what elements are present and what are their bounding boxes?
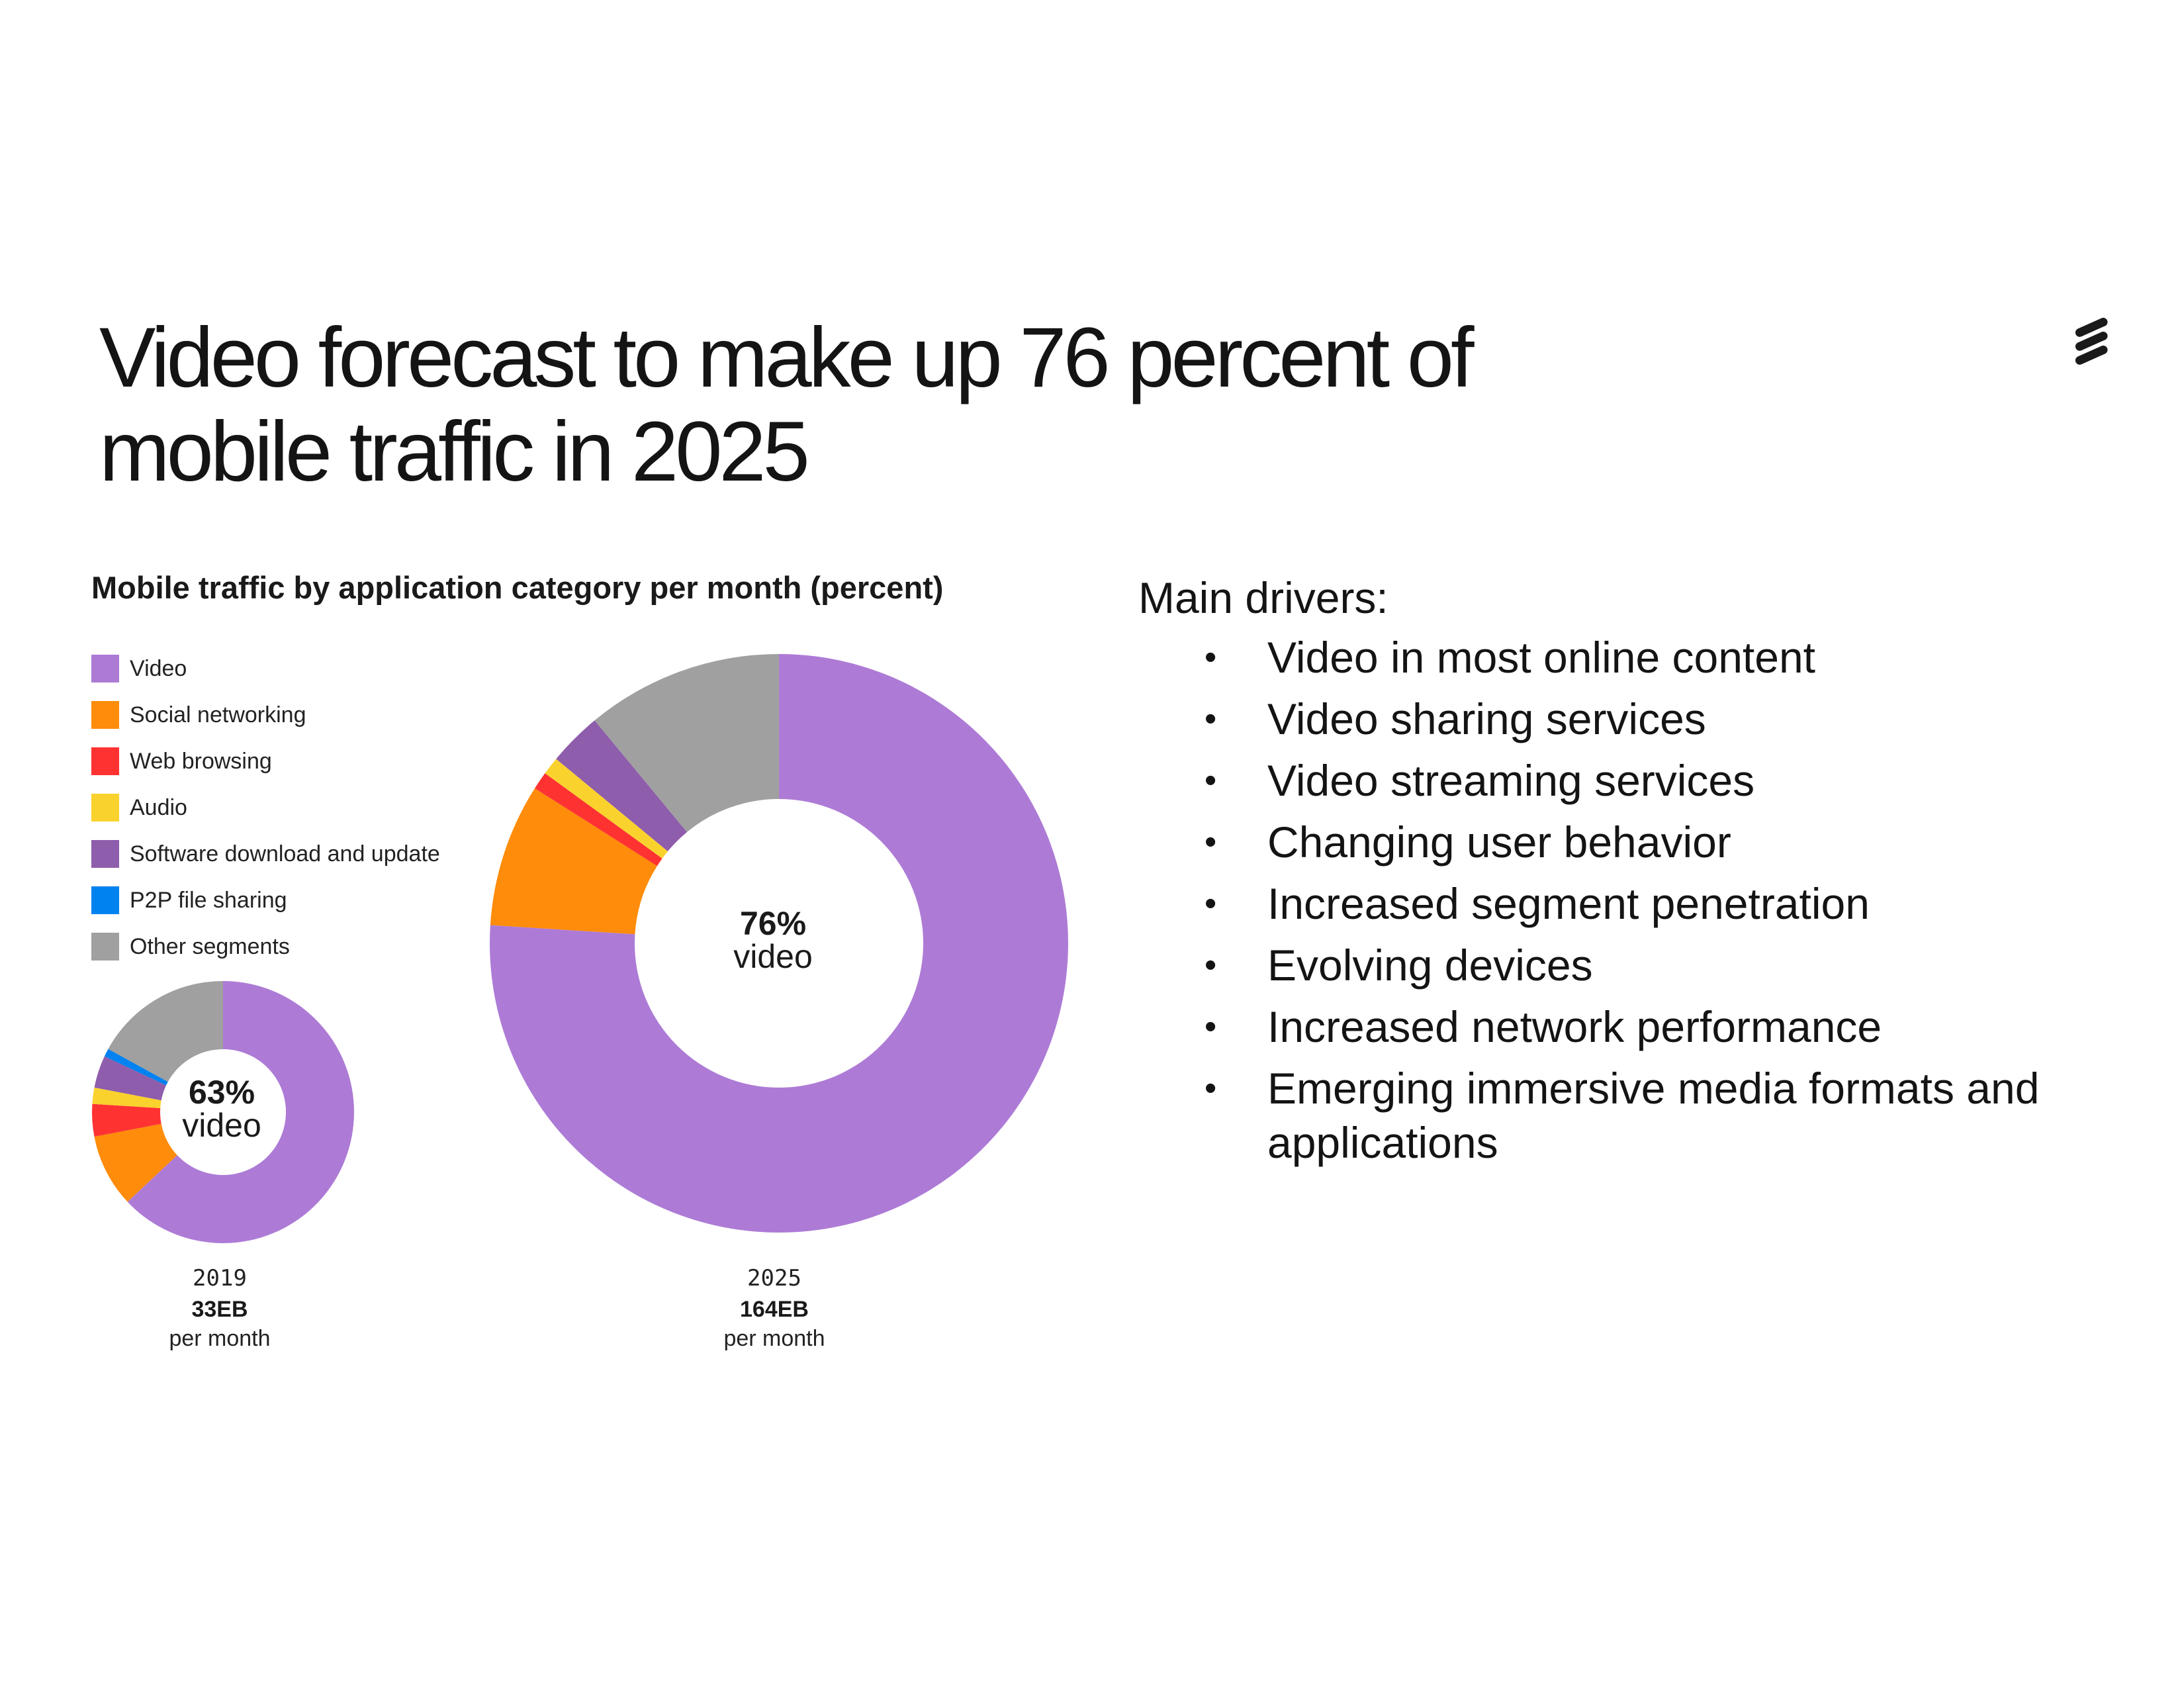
donut-2025-slice-software-download-and-update — [556, 720, 688, 852]
slide-title: Video forecast to make up 76 percent of … — [99, 311, 1621, 499]
donut-2019-slice-video — [127, 981, 355, 1243]
donut-2025-center-word: video — [733, 938, 813, 975]
donut-2025-center-value: 76% — [739, 905, 807, 942]
donut-2019-slice-software-download-and-update — [94, 1056, 167, 1101]
slide-title-line-1: Video forecast to make up 76 percent of — [99, 310, 1474, 405]
legend-swatch — [91, 701, 119, 729]
donut-2019-slice-p2p-file-sharing — [104, 1049, 168, 1086]
legend-swatch — [91, 794, 119, 821]
ericsson-logo-icon — [2075, 318, 2108, 365]
legend-label: Video — [130, 655, 187, 681]
chart-legend: Video Social networking Web browsing Audio S… — [91, 645, 515, 970]
legend-label: Audio — [130, 794, 187, 820]
donut-2019-slice-audio — [92, 1087, 161, 1109]
donut-2025-volume-unit: per month — [723, 1326, 825, 1351]
legend-swatch — [91, 933, 119, 961]
legend-item: Web browsing — [91, 738, 515, 784]
donut-2019-year: 2019 — [193, 1265, 247, 1291]
legend-label: Other segments — [130, 933, 290, 959]
donut-2025-center-label: 76% video — [707, 907, 839, 973]
donut-2025-volume: 164EB — [740, 1297, 809, 1322]
donut-2019-center-word: video — [182, 1107, 261, 1144]
chart-title: Mobile traffic by application category p… — [91, 570, 944, 605]
donut-2019-slice-social-networking — [94, 1123, 177, 1202]
donut-2019 — [92, 981, 355, 1243]
driver-item: Increased network performance — [1138, 1000, 2098, 1054]
donut-2025-slice-other-segments — [594, 654, 779, 833]
legend-item: Software download and update — [91, 831, 515, 877]
slide-title-line-2: mobile traffic in 2025 — [99, 404, 810, 499]
legend-item: P2P file sharing — [91, 877, 515, 923]
donut-2025-slice-video — [490, 654, 1068, 1233]
donut-2019-slice-other-segments — [108, 981, 223, 1082]
legend-swatch — [91, 840, 119, 868]
legend-item: Video — [91, 645, 515, 692]
donut-2019-volume: 33EB — [191, 1297, 248, 1322]
donut-2019-center-label: 63% video — [156, 1076, 288, 1142]
donut-2025-slice-audio — [545, 759, 668, 859]
legend-label: Web browsing — [130, 748, 272, 774]
donut-2025-caption: 2025 164EB per month — [642, 1262, 907, 1352]
donut-2019-caption: 2019 33EB per month — [87, 1262, 352, 1352]
legend-item: Other segments — [91, 923, 515, 970]
donut-2019-center-value: 63% — [188, 1074, 255, 1111]
donut-2019-volume-unit: per month — [169, 1326, 271, 1351]
legend-item: Audio — [91, 784, 515, 831]
legend-swatch — [91, 747, 119, 775]
donut-2019-slice-web-browsing — [92, 1103, 161, 1137]
donut-2025-slice-social-networking — [490, 788, 657, 935]
driver-item: Video streaming services — [1138, 753, 2098, 808]
donut-2025-year: 2025 — [747, 1265, 801, 1291]
donut-2025 — [490, 654, 1068, 1233]
legend-label: Software download and update — [130, 841, 440, 867]
legend-label: P2P file sharing — [130, 887, 287, 913]
driver-item: Increased segment penetration — [1138, 876, 2098, 931]
legend-swatch — [91, 886, 119, 914]
driver-item: Video sharing services — [1138, 692, 2098, 746]
main-drivers-list: Video in most online content Video shari… — [1138, 630, 2098, 1170]
legend-label: Social networking — [130, 702, 306, 727]
driver-item: Video in most online content — [1138, 630, 2098, 684]
driver-item: Changing user behavior — [1138, 815, 2098, 869]
donut-2025-slice-web-browsing — [535, 773, 662, 867]
driver-item: Emerging immersive media formats and app… — [1138, 1061, 2098, 1170]
driver-item: Evolving devices — [1138, 938, 2098, 992]
legend-swatch — [91, 655, 119, 682]
main-drivers-panel: Main drivers: Video in most online conte… — [1138, 568, 2098, 1177]
main-drivers-heading: Main drivers: — [1138, 573, 1388, 622]
legend-item: Social networking — [91, 692, 515, 738]
